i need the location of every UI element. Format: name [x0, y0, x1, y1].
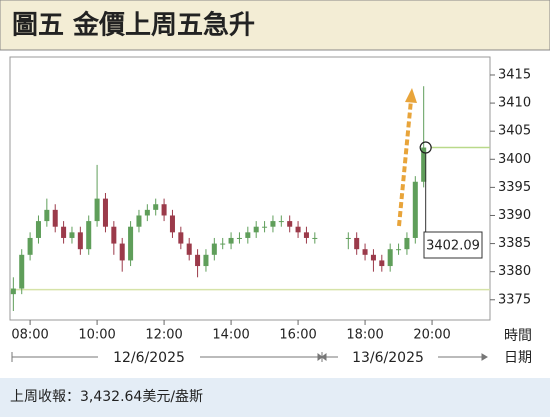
x-tick-label: 14:00: [212, 328, 249, 343]
candle-body: [236, 237, 242, 239]
y-tick-label: 3395: [498, 180, 531, 195]
candle-body: [421, 147, 427, 182]
candle-body: [169, 215, 175, 233]
candle-body: [387, 249, 393, 267]
candle-body: [287, 221, 293, 227]
candle-body: [362, 249, 368, 255]
candle-body: [77, 232, 83, 250]
candle-body: [312, 237, 318, 239]
date-axis-label: 日期: [504, 350, 532, 366]
candle-body: [295, 226, 301, 233]
title-band: [0, 0, 550, 51]
candle-body: [94, 198, 100, 222]
chart-title: 圖五 金價上周五急升: [12, 10, 255, 41]
candle-body: [144, 209, 150, 216]
candle-body: [102, 198, 108, 227]
x-axis-label: 時間: [504, 328, 532, 344]
plot-frame: [9, 56, 491, 321]
candle-body: [178, 232, 184, 244]
x-tick-label: 16:00: [279, 328, 316, 343]
candle-body: [278, 221, 284, 223]
x-tick-label: 18:00: [346, 328, 383, 343]
x-tick-label: 20:00: [413, 328, 450, 343]
candle-body: [61, 226, 67, 238]
candle-body: [128, 226, 134, 261]
x-tick-label: 10:00: [78, 328, 115, 343]
candle-body: [396, 249, 402, 251]
candle-body: [412, 181, 418, 238]
candle-body: [404, 237, 410, 250]
candle-body: [86, 221, 92, 250]
y-tick-label: 3400: [498, 152, 531, 167]
candle-body: [19, 254, 25, 289]
candle-body: [354, 237, 360, 250]
candle-body: [228, 237, 234, 244]
candle-body: [136, 215, 142, 227]
candle-body: [203, 254, 209, 267]
candle-body: [111, 226, 117, 244]
trend-arrow: [397, 88, 417, 227]
y-tick-label: 3415: [498, 67, 531, 82]
candle-body: [10, 288, 16, 295]
footer: 上周收報：3,432.64美元/盎斯: [10, 389, 203, 405]
date-axis: [11, 352, 488, 362]
footer-band: [0, 378, 550, 417]
y-tick-label: 3385: [498, 236, 531, 251]
candle-body: [303, 232, 309, 238]
candle-body: [245, 232, 251, 238]
callout-label: 3402.09: [426, 239, 480, 254]
callout-box: [423, 231, 483, 259]
y-tick-label: 3380: [498, 264, 531, 279]
candle-body: [211, 243, 217, 255]
candle-body: [153, 204, 159, 210]
candle-body: [253, 226, 259, 233]
x-tick-label: 12:00: [145, 328, 182, 343]
candle-body: [379, 260, 385, 267]
y-tick-label: 3410: [498, 96, 531, 111]
candle-body: [35, 221, 41, 238]
candle-body: [270, 221, 276, 227]
date-label: 12/6/2025: [113, 350, 185, 366]
candle-body: [52, 209, 58, 227]
candle-body: [220, 243, 226, 245]
date-label: 13/6/2025: [352, 350, 424, 366]
callout-marker: [419, 141, 432, 154]
y-tick-label: 3405: [498, 124, 531, 139]
candle-body: [370, 254, 376, 261]
candle-body: [27, 237, 33, 255]
candle-body: [119, 243, 125, 261]
y-tick-label: 3375: [498, 292, 531, 307]
candle-body: [69, 232, 75, 238]
candle-body: [186, 243, 192, 255]
y-tick-label: 3390: [498, 208, 531, 223]
candle-body: [44, 209, 50, 222]
candle-body: [262, 226, 268, 228]
candle-body: [161, 204, 167, 216]
candle-body: [195, 254, 201, 267]
candle-body: [345, 237, 351, 239]
x-tick-label: 08:00: [11, 328, 48, 343]
